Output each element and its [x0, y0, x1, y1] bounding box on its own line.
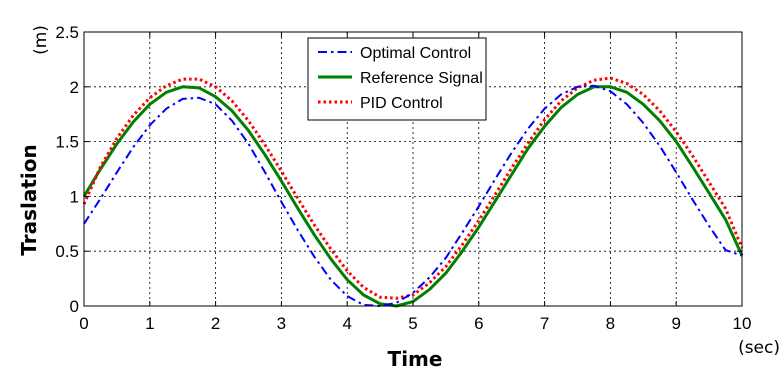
legend-label: PID Control — [360, 95, 443, 112]
tick-marks — [83, 31, 743, 307]
x-tick-label: 5 — [408, 314, 417, 333]
y-axis-unit: (m) — [31, 25, 51, 55]
y-axis-title: Traslation — [17, 144, 41, 255]
y-tick-label: 2 — [70, 78, 79, 97]
y-tick-label: 1.5 — [55, 133, 79, 152]
legend-label: Optimal Control — [360, 45, 471, 62]
x-axis-unit: (sec) — [738, 338, 780, 358]
x-tick-label: 2 — [211, 314, 220, 333]
y-tick-label: 0.5 — [55, 242, 79, 261]
x-tick-label: 4 — [342, 314, 351, 333]
y-tick-label: 2.5 — [55, 23, 79, 42]
x-tick-label: 9 — [671, 314, 680, 333]
x-tick-label: 8 — [606, 314, 615, 333]
y-tick-label: 0 — [70, 297, 79, 316]
x-axis-title: Time — [388, 347, 443, 371]
legend-label: Reference Signal — [360, 70, 483, 87]
x-tick-labels: 0 1 2 3 4 5 6 7 8 9 10 — [79, 314, 751, 333]
y-tick-label: 1 — [70, 187, 79, 206]
legend: Optimal Control Reference Signal PID Contr… — [307, 37, 487, 121]
x-tick-label: 6 — [474, 314, 483, 333]
series-line-pid-control — [82, 76, 744, 300]
x-tick-label: 7 — [540, 314, 549, 333]
x-tick-label: 10 — [733, 314, 752, 333]
x-tick-label: 1 — [145, 314, 154, 333]
y-tick-labels: 0 0.5 1 1.5 2 2.5 — [55, 23, 79, 316]
x-tick-label: 0 — [79, 314, 88, 333]
x-tick-label: 3 — [277, 314, 286, 333]
